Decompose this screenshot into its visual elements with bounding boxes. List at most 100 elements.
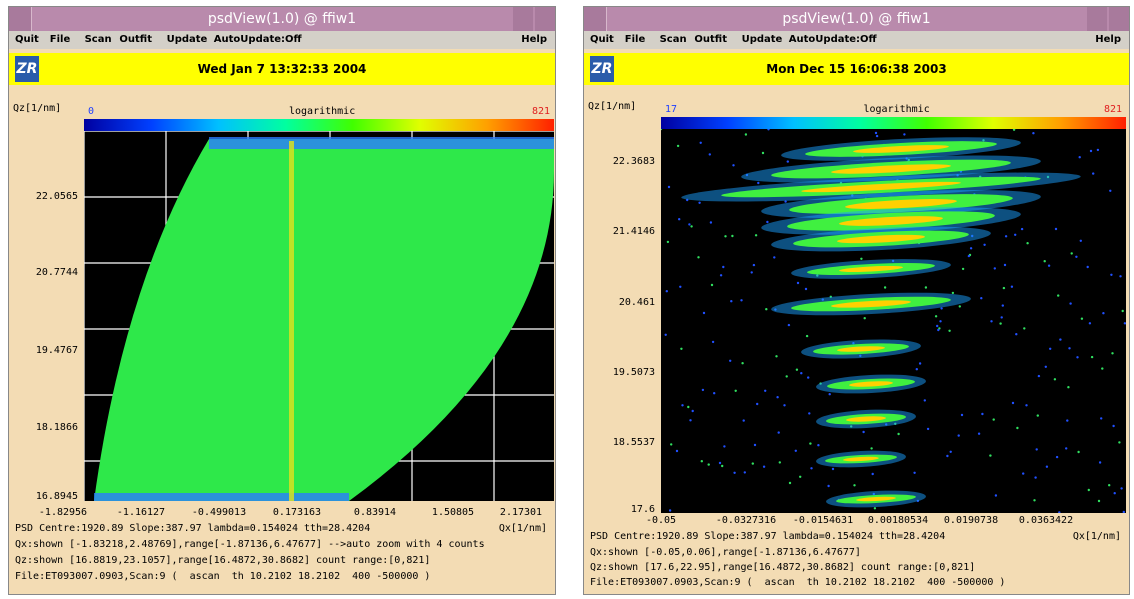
noise-dot [916, 368, 918, 370]
noise-dot [872, 473, 874, 475]
noise-dot [876, 135, 878, 137]
menu-item[interactable]: Scan [85, 31, 112, 49]
noise-dot [952, 292, 954, 294]
intensity-edge [209, 137, 554, 149]
noise-dot [1080, 240, 1082, 242]
noise-dot [1079, 156, 1081, 158]
noise-dot [1067, 386, 1069, 388]
menu-item[interactable]: File [50, 31, 70, 49]
noise-dot [1032, 132, 1034, 134]
noise-dot [733, 472, 735, 474]
title-bar: psdView(1.0) @ ffiw1 [9, 7, 555, 31]
noise-dot [958, 434, 960, 436]
status-line: Qx:shown [-1.83218,2.48769],range[-1.871… [15, 539, 485, 550]
noise-dot [1120, 487, 1122, 489]
noise-dot [990, 320, 992, 322]
noise-dot [799, 476, 801, 478]
noise-dot [1049, 348, 1051, 350]
intensity-edge [94, 493, 349, 501]
maximize-button[interactable] [1109, 7, 1129, 31]
noise-dot [935, 315, 937, 317]
noise-dot [701, 460, 703, 462]
noise-dot [665, 334, 667, 336]
window-menu-button[interactable] [9, 7, 32, 31]
x-tick-label: -1.16127 [117, 507, 165, 518]
menu-item[interactable]: AutoUpdate:Off [789, 31, 877, 49]
colorbar-label: logarithmic [864, 104, 930, 115]
noise-dot [1014, 234, 1016, 236]
noise-dot [724, 235, 726, 237]
noise-dot [1111, 352, 1113, 354]
menu-item[interactable]: Quit [15, 31, 39, 49]
noise-dot [1097, 149, 1099, 151]
menu-item[interactable]: File [625, 31, 645, 49]
noise-dot [989, 454, 991, 456]
help-menu[interactable]: Help [1095, 31, 1121, 49]
noise-dot [1088, 489, 1090, 491]
noise-dot [783, 404, 785, 406]
menu-item[interactable]: Update [742, 31, 783, 49]
menu-item[interactable]: AutoUpdate:Off [214, 31, 302, 49]
noise-dot [864, 317, 866, 319]
x-tick-label: 0.0190738 [944, 515, 998, 526]
noise-dot [709, 153, 711, 155]
status-line: File:ET093007.0903,Scan:9 ( ascan th 10.… [590, 577, 1005, 588]
x-tick-label: 0.00180534 [868, 515, 928, 526]
noise-dot [711, 284, 713, 286]
noise-dot [1089, 322, 1091, 324]
help-menu[interactable]: Help [521, 31, 547, 49]
noise-dot [1076, 356, 1078, 358]
noise-dot [1046, 466, 1048, 468]
y-tick-label: 22.0565 [36, 191, 78, 202]
noise-dot [1054, 378, 1056, 380]
noise-dot [860, 258, 862, 260]
noise-dot [1005, 235, 1007, 237]
logo: ZR [15, 56, 39, 82]
noise-dot [710, 221, 712, 223]
noise-dot [754, 444, 756, 446]
menu-item[interactable]: Scan [660, 31, 687, 49]
maximize-button[interactable] [535, 7, 555, 31]
noise-dot [1091, 356, 1093, 358]
colorbar-min: 0 [88, 106, 94, 117]
noise-dot [778, 431, 780, 433]
minimize-button[interactable] [1087, 7, 1107, 31]
noise-dot [1065, 447, 1067, 449]
noise-dot [773, 256, 775, 258]
noise-dot [743, 419, 745, 421]
noise-dot [1026, 242, 1028, 244]
logo: ZR [590, 56, 614, 82]
noise-dot [1098, 500, 1100, 502]
noise-dot [1002, 304, 1004, 306]
y-tick-label: 22.3683 [613, 156, 655, 167]
y-tick-label: 18.1866 [36, 422, 78, 433]
menu-item[interactable]: Quit [590, 31, 614, 49]
noise-dot [681, 404, 683, 406]
noise-dot [751, 271, 753, 273]
x-axis-label: Qx[1/nm] [1073, 531, 1121, 542]
noise-dot [753, 264, 755, 266]
app-window: psdView(1.0) @ ffiw1QuitFileScanOutfitUp… [583, 6, 1130, 595]
menu-item[interactable]: Update [167, 31, 208, 49]
noise-dot [731, 235, 733, 237]
y-axis-label: Qz[1/nm] [13, 103, 61, 114]
menu-item[interactable]: Outfit [119, 31, 152, 49]
noise-dot [1092, 172, 1094, 174]
noise-dot [765, 308, 767, 310]
noise-dot [678, 218, 680, 220]
noise-dot [817, 444, 819, 446]
status-line: PSD Centre:1920.89 Slope:387.97 lambda=0… [590, 531, 945, 542]
window-menu-button[interactable] [584, 7, 607, 31]
noise-dot [712, 341, 714, 343]
noise-dot [764, 390, 766, 392]
status-line: File:ET093007.0903,Scan:9 ( ascan th 10.… [15, 571, 430, 582]
minimize-button[interactable] [513, 7, 533, 31]
noise-dot [679, 286, 681, 288]
noise-dot [795, 450, 797, 452]
noise-dot [1087, 266, 1089, 268]
noise-dot [1048, 265, 1050, 267]
menu-item[interactable]: Outfit [694, 31, 727, 49]
noise-dot [729, 360, 731, 362]
x-tick-label: -0.0154631 [793, 515, 853, 526]
